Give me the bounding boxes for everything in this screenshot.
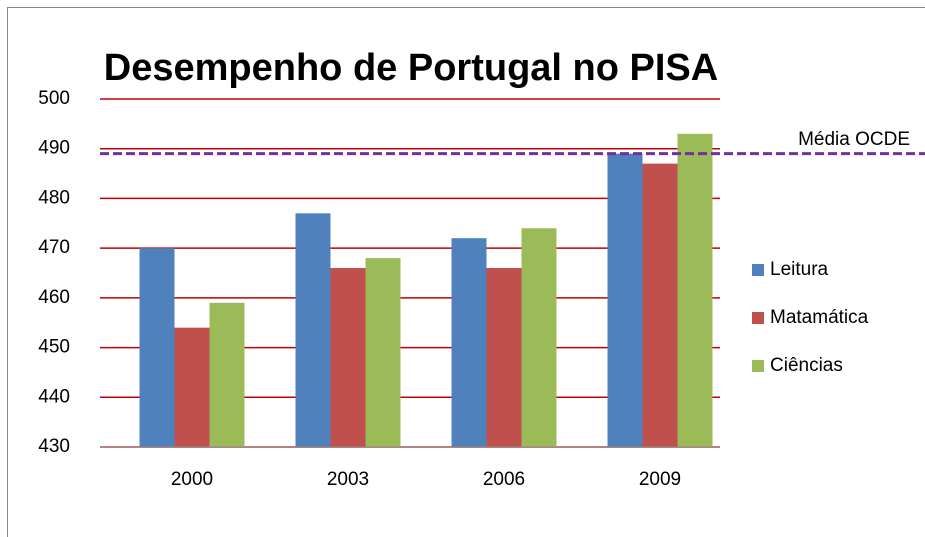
y-tick-label: 440 — [38, 386, 70, 407]
y-tick-label: 450 — [38, 337, 70, 358]
y-tick-label: 430 — [38, 436, 70, 457]
legend-label: Matamática — [770, 307, 869, 328]
bar — [486, 268, 522, 447]
y-tick-label: 470 — [38, 237, 70, 258]
bar — [677, 133, 713, 448]
bar — [607, 153, 643, 447]
bar — [295, 213, 331, 447]
legend-swatch — [752, 360, 764, 372]
x-tick-label: 2003 — [327, 469, 369, 490]
x-tick-label: 2006 — [483, 469, 525, 490]
bar — [174, 327, 210, 447]
x-tick-label: 2000 — [171, 469, 213, 490]
y-tick-label: 500 — [38, 88, 70, 109]
chart-title: Desempenho de Portugal no PISA — [104, 47, 718, 89]
x-tick-label: 2009 — [639, 469, 681, 490]
legend-label: Ciências — [770, 355, 843, 376]
legend-label: Leitura — [770, 259, 829, 280]
y-tick-label: 460 — [38, 287, 70, 308]
reference-label: Média OCDE — [798, 129, 910, 150]
bar — [365, 258, 401, 447]
bar — [139, 248, 175, 447]
bar — [451, 238, 487, 447]
legend-swatch — [752, 312, 764, 324]
y-tick-label: 480 — [38, 187, 70, 208]
bar — [209, 302, 245, 447]
y-tick-label: 490 — [38, 138, 70, 159]
legend-swatch — [752, 264, 764, 276]
bar — [642, 163, 678, 447]
bar — [521, 228, 557, 447]
bar — [330, 268, 366, 447]
